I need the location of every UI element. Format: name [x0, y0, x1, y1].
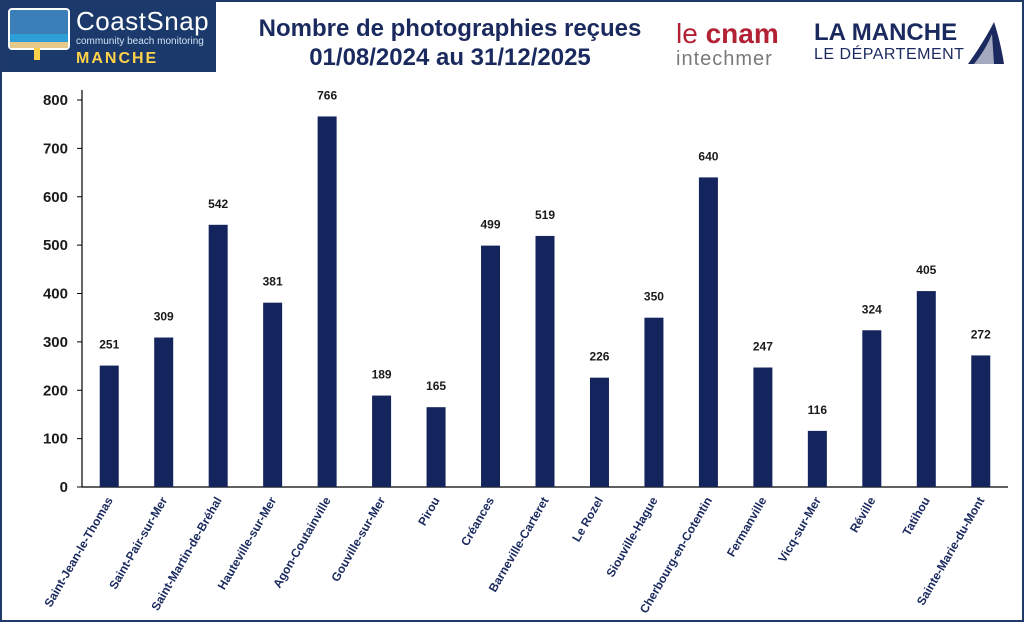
- y-tick-label: 500: [43, 237, 68, 254]
- cnam-name: cnam: [705, 18, 779, 49]
- sail-icon: [968, 22, 1004, 64]
- camera-stand-icon: [34, 48, 40, 60]
- x-tick-label: Gouville-sur-Mer: [328, 494, 388, 584]
- x-tick-label: Agon-Coutainville: [270, 494, 334, 590]
- value-label: 251: [99, 338, 119, 352]
- y-tick-label: 200: [43, 382, 68, 399]
- value-label: 499: [481, 218, 501, 232]
- cnam-prefix: le: [676, 18, 698, 49]
- coastsnap-logo: CoastSnap community beach monitoring MAN…: [2, 2, 216, 72]
- bar: [481, 245, 501, 487]
- bar: [208, 224, 228, 487]
- value-label: 272: [971, 327, 991, 341]
- x-tick-label: Le Rozel: [569, 495, 606, 545]
- manche-logo: LA MANCHE LE DÉPARTEMENT: [814, 20, 1014, 64]
- value-label: 350: [644, 290, 664, 304]
- x-tick-label: Réville: [847, 494, 879, 535]
- chart-title-line1: Nombre de photographies reçues: [258, 15, 642, 42]
- bar: [971, 355, 991, 487]
- value-label: 766: [317, 88, 337, 102]
- bars: [99, 116, 991, 487]
- value-label: 165: [426, 379, 446, 393]
- bar: [862, 330, 882, 487]
- coastsnap-tagline: community beach monitoring: [76, 36, 204, 47]
- x-tick-label: Tatihou: [900, 495, 933, 539]
- bar: [916, 291, 936, 487]
- x-tick-label: Siouville-Hague: [603, 494, 660, 579]
- chart-title: Nombre de photographies reçues 01/08/202…: [230, 14, 670, 72]
- cnam-logo: le cnam intechmer: [676, 18, 796, 71]
- value-label: 324: [862, 302, 882, 316]
- bar: [372, 395, 392, 487]
- bar: [317, 116, 337, 487]
- x-tick-label: Fermanville: [724, 494, 770, 559]
- y-tick-label: 800: [43, 92, 68, 109]
- y-tick-label: 400: [43, 286, 68, 303]
- y-tick-label: 600: [43, 189, 68, 206]
- x-tick-label: Vicq-sur-Mer: [775, 494, 824, 565]
- manche-sub: LE DÉPARTEMENT: [814, 46, 965, 63]
- value-label: 226: [589, 350, 609, 364]
- bar: [263, 302, 283, 487]
- x-tick-label: Barneville-Carteret: [486, 495, 552, 595]
- x-tick-label: Pirou: [415, 495, 442, 529]
- bar: [644, 317, 664, 487]
- cnam-sub: intechmer: [676, 48, 773, 70]
- bar: [589, 377, 609, 487]
- y-tick-label: 300: [43, 334, 68, 351]
- value-label: 189: [372, 368, 392, 382]
- value-label: 309: [154, 310, 174, 324]
- x-tick-label: Saint-Pair-sur-Mer: [106, 494, 170, 591]
- x-tick-label: Créances: [458, 494, 497, 548]
- bar: [535, 235, 555, 487]
- value-label: 640: [698, 149, 718, 163]
- manche-name: LA MANCHE: [814, 19, 958, 46]
- bar: [154, 337, 174, 487]
- value-label: 405: [916, 263, 936, 277]
- bar: [698, 177, 718, 487]
- bar: [753, 367, 773, 487]
- coastsnap-region: MANCHE: [76, 50, 159, 67]
- bar: [99, 365, 119, 487]
- bar: [807, 430, 827, 487]
- coastsnap-name: CoastSnap: [76, 6, 210, 36]
- value-label: 519: [535, 208, 555, 222]
- y-tick-label: 700: [43, 140, 68, 157]
- bar: [426, 407, 446, 487]
- x-labels: Saint-Jean-le-ThomasSaint-Pair-sur-MerSa…: [41, 494, 987, 616]
- x-tick-label: Hauteville-sur-Mer: [215, 494, 280, 592]
- chart-title-line2: 01/08/2024 au 31/12/2025: [309, 44, 591, 71]
- value-label: 247: [753, 340, 773, 354]
- y-tick-label: 100: [43, 431, 68, 448]
- value-labels: 251 309 542 381 766 189 165 499 519 226 350 640 247 1…: [99, 88, 991, 416]
- x-tick-label: Saint-Jean-le-Thomas: [41, 494, 116, 609]
- value-label: 542: [208, 197, 228, 211]
- y-tick-label: 0: [60, 479, 68, 496]
- value-label: 381: [263, 275, 283, 289]
- value-label: 116: [808, 403, 828, 417]
